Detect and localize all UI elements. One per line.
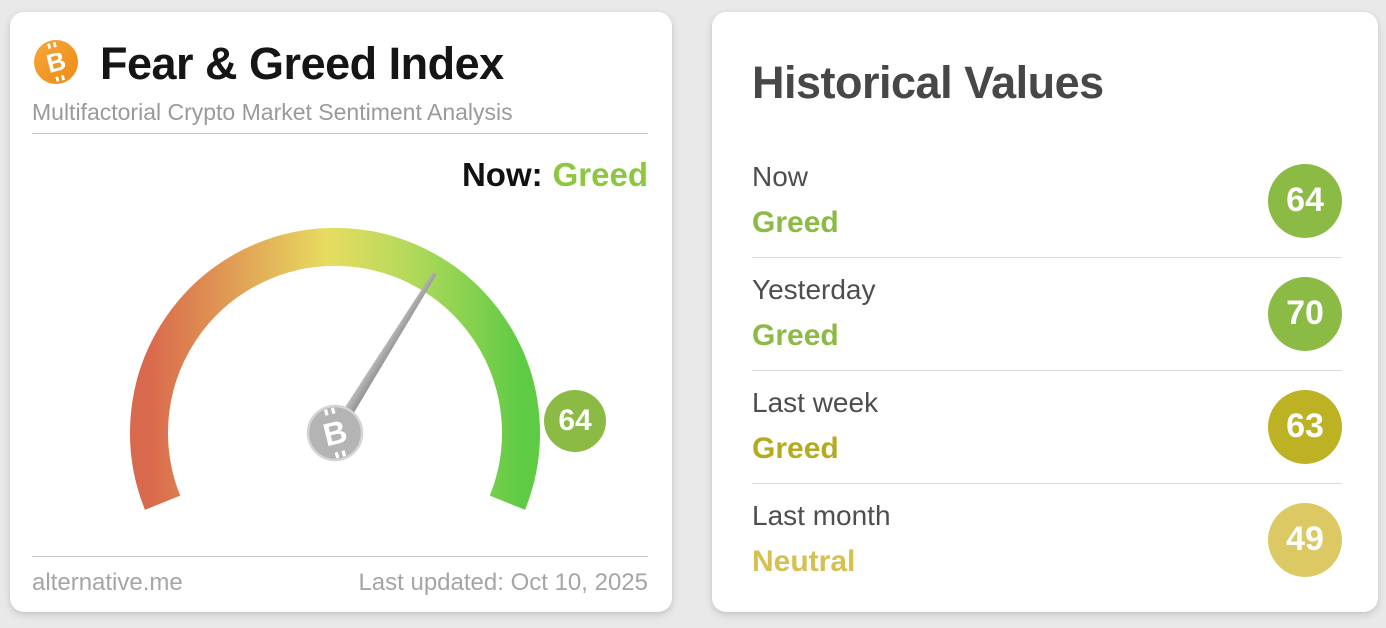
row-label: Yesterday	[752, 274, 876, 305]
card-footer: alternative.me Last updated: Oct 10, 202…	[32, 569, 648, 597]
history-list: Now Greed 64 Yesterday Greed 70 Last wee…	[752, 145, 1342, 596]
row-label: Last month	[752, 500, 891, 531]
gauge-arc	[130, 227, 540, 510]
gauge-value-badge: 64	[544, 390, 606, 452]
row-classification: Greed	[752, 432, 839, 465]
history-row-now: Now Greed 64	[752, 145, 1342, 258]
card-subtitle: Multifactorial Crypto Market Sentiment A…	[32, 99, 513, 125]
now-classification: Greed	[552, 156, 648, 193]
history-row-last-week: Last week Greed 63	[752, 371, 1342, 484]
row-classification: Greed	[752, 319, 839, 352]
row-value-badge: 64	[1268, 163, 1342, 238]
row-label: Last week	[752, 387, 879, 418]
gauge-needle	[323, 272, 437, 447]
footer-divider	[32, 556, 648, 557]
fear-greed-card: B Fear & Greed Index Multifactorial Cryp…	[10, 12, 672, 612]
row-value-badge: 70	[1268, 276, 1342, 351]
sentiment-gauge: B 64	[120, 210, 606, 540]
page-title: Fear & Greed Index	[100, 38, 504, 89]
now-label: Now:	[461, 156, 543, 193]
row-value-badge: 63	[1268, 389, 1342, 464]
current-sentiment: Now: Greed	[462, 156, 648, 194]
row-label: Now	[752, 161, 809, 192]
row-value-badge: 49	[1268, 502, 1342, 577]
historical-values-title: Historical Values	[752, 57, 1104, 108]
bitcoin-icon: B	[34, 39, 78, 89]
header-divider	[32, 133, 648, 134]
source-link[interactable]: alternative.me	[32, 569, 183, 596]
row-classification: Neutral	[752, 545, 856, 578]
gauge-hub: B	[306, 404, 364, 462]
last-updated: Last updated: Oct 10, 2025	[358, 569, 648, 596]
row-classification: Greed	[752, 206, 839, 239]
history-row-last-month: Last month Neutral 49	[752, 484, 1342, 596]
card-header: B Fear & Greed Index	[34, 38, 504, 90]
history-row-yesterday: Yesterday Greed 70	[752, 258, 1342, 371]
historical-values-card: Historical Values Now Greed 64 Yesterday…	[712, 12, 1378, 612]
